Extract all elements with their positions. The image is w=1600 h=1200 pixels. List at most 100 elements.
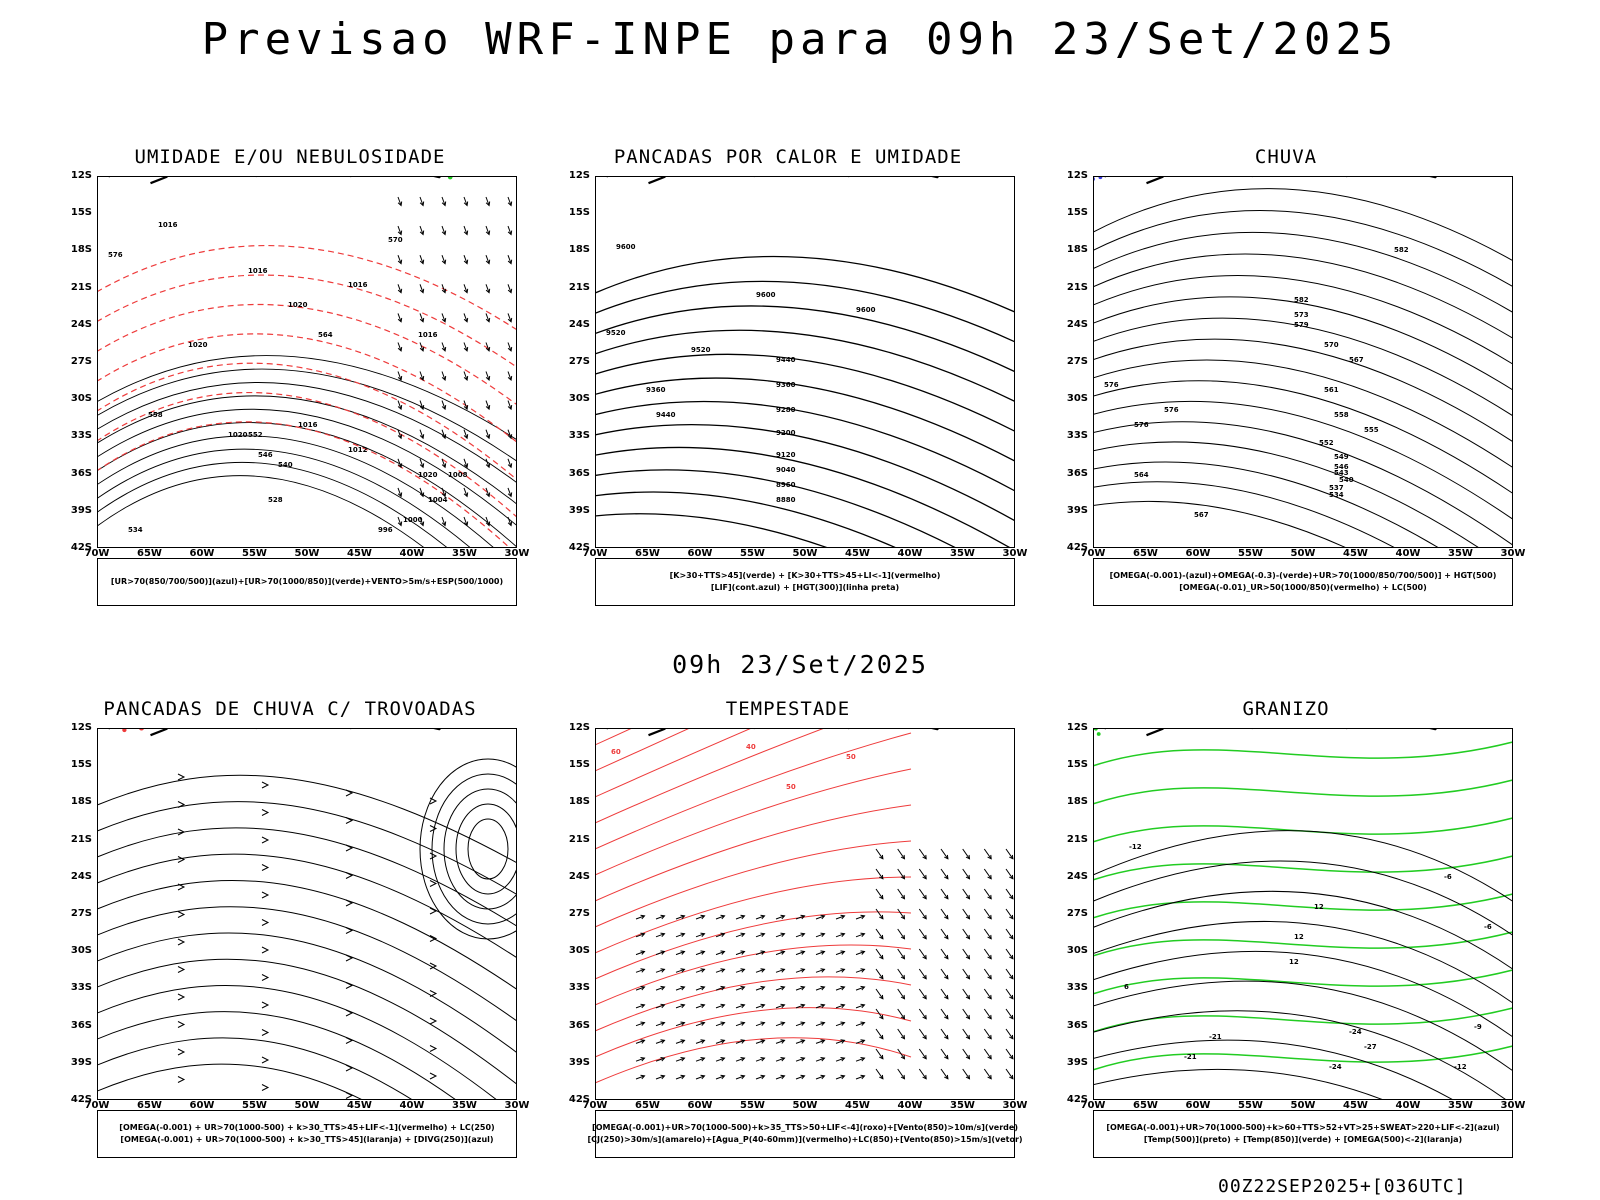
contour-label: -12 xyxy=(1129,843,1142,851)
lon-tick-label: 30W xyxy=(504,548,530,559)
lat-tick-label: 42S xyxy=(1066,542,1088,553)
contour-label: 1004 xyxy=(428,496,448,504)
contour-label: -6 xyxy=(1484,923,1492,931)
lat-tick-label: 12S xyxy=(1066,170,1088,181)
contour-label: -21 xyxy=(1209,1033,1222,1041)
lon-tick-label: 40W xyxy=(399,1100,425,1111)
lat-tick-label: 27S xyxy=(1066,356,1088,367)
contour-label: 576 xyxy=(1104,381,1119,389)
contour-label: 1016 xyxy=(298,421,318,429)
lat-tick-label: 15S xyxy=(70,759,92,771)
lon-tick-label: 30W xyxy=(1002,1100,1028,1111)
lon-tick-label: 30W xyxy=(1002,548,1028,559)
lat-tick-label: 24S xyxy=(70,318,92,330)
contour-label: 9040 xyxy=(776,466,796,474)
lon-tick-label: 35W xyxy=(950,548,975,559)
legend-line: [OMEGA(-0.01)_UR>50(1000/850)(vermelho) … xyxy=(1179,583,1427,592)
lat-tick-label: 30S xyxy=(568,945,590,957)
weather-map xyxy=(98,729,516,1099)
lon-tick-label: 30W xyxy=(1500,548,1526,559)
legend-box: [OMEGA(-0.001) + UR>70(1000-500) + k>30_… xyxy=(97,1110,517,1158)
lat-tick-label: 36S xyxy=(568,1019,590,1031)
lat-tick-label: 21S xyxy=(70,281,92,293)
lat-tick-label: 15S xyxy=(568,207,590,219)
contour-label: 9280 xyxy=(776,406,796,414)
lat-tick-label: 24S xyxy=(568,318,590,330)
contour-label: 9360 xyxy=(646,386,666,394)
contour-label: 1012 xyxy=(348,446,368,454)
contour-label: 564 xyxy=(1134,471,1149,479)
lat-tick-label: 15S xyxy=(70,207,92,219)
legend-line: [LIF](cont.azul) + [HGT(300)](linha pret… xyxy=(710,583,900,592)
legend-line: [OMEGA(-0.001) + UR>70(1000-500) + k>30_… xyxy=(119,1123,495,1132)
lat-tick-label: 33S xyxy=(568,982,590,994)
lon-tick-label: 35W xyxy=(950,1100,975,1111)
contour-label: 1020 xyxy=(288,301,308,309)
contour-label: 534 xyxy=(1329,491,1344,499)
panel-pancadas-trovoadas: PANCADAS DE CHUVA C/ TROVOADAS 12S 15S 18S 2… xyxy=(50,698,530,1178)
lat-tick-label: 39S xyxy=(70,1056,92,1068)
lat-tick-label: 12S xyxy=(70,722,92,733)
lat-tick-label: 42S xyxy=(70,1094,92,1105)
lon-tick-label: 30W xyxy=(504,1100,530,1111)
lon-tick-label: 40W xyxy=(1395,1100,1421,1111)
contour-label: 1020 xyxy=(188,341,208,349)
contour-label: 6 xyxy=(1124,983,1129,991)
lat-tick-label: 12S xyxy=(70,170,92,181)
legend-box: [UR>70(850/700/500)](azul)+[UR>70(1000/8… xyxy=(97,558,517,606)
lat-tick-label: 39S xyxy=(70,504,92,516)
lat-tick-label: 36S xyxy=(568,467,590,479)
lat-tick-label: 12S xyxy=(568,722,590,733)
contour-label: 9200 xyxy=(776,429,796,437)
lat-tick-label: 21S xyxy=(70,833,92,845)
lat-tick-label: 27S xyxy=(70,908,92,919)
lon-tick-label: 45W xyxy=(845,1100,870,1111)
contour-label: 40 xyxy=(746,743,756,751)
weather-map: 5825825765765735705675615585555525495465… xyxy=(1094,177,1512,547)
contour-label: 573 xyxy=(1294,311,1309,319)
lon-tick-label: 50W xyxy=(1290,548,1316,559)
lat-tick-label: 18S xyxy=(568,796,590,808)
contour-label: 579 xyxy=(1294,321,1309,329)
legend-box: [OMEGA(-0.001)+UR>70(1000-500)+k>60+TTS>… xyxy=(1093,1110,1513,1158)
lat-tick-label: 18S xyxy=(70,796,92,808)
lon-tick-label: 70W xyxy=(1080,548,1106,559)
lat-tick-label: 24S xyxy=(1066,870,1088,882)
lon-tick-label: 70W xyxy=(582,548,608,559)
lon-tick-label: 65W xyxy=(1133,548,1158,559)
contour-label: 8880 xyxy=(776,496,796,504)
contour-label: 9440 xyxy=(776,356,796,364)
panel-umidade: UMIDADE E/OU NEBULOSIDADE 1016 1016 1020 101… xyxy=(50,146,530,626)
contour-label: 9600 xyxy=(756,291,776,299)
contour-label: 540 xyxy=(1339,476,1354,484)
legend-line: [OMEGA(-0.001) + UR>70(1000-500) + k>30_… xyxy=(120,1135,494,1144)
legend-box: [OMEGA(-0.001)+UR>70(1000-500)+k>35_TTS>… xyxy=(587,1110,1023,1158)
lon-tick-label: 35W xyxy=(1448,1100,1473,1111)
lat-tick-label: 33S xyxy=(70,430,92,442)
contour-label: 555 xyxy=(1364,426,1379,434)
lat-tick-label: 30S xyxy=(70,393,92,405)
lat-tick-label: 24S xyxy=(70,870,92,882)
legend-line: [UR>70(850/700/500)](azul)+[UR>70(1000/8… xyxy=(110,577,504,586)
lon-tick-label: 50W xyxy=(294,548,320,559)
lat-tick-label: 15S xyxy=(1066,759,1088,771)
lat-tick-label: 18S xyxy=(70,244,92,256)
contour-label: 582 xyxy=(1294,296,1309,304)
lon-tick-label: 60W xyxy=(1185,548,1211,559)
lat-tick-label: 33S xyxy=(70,982,92,994)
lat-tick-label: 36S xyxy=(1066,1019,1088,1031)
lat-tick-label: 24S xyxy=(1066,318,1088,330)
lon-tick-label: 45W xyxy=(347,1100,372,1111)
contour-label: -12 xyxy=(1454,1063,1467,1071)
lat-tick-label: 24S xyxy=(568,870,590,882)
contour-label: 570 xyxy=(1324,341,1339,349)
lat-tick-label: 21S xyxy=(568,281,590,293)
lat-tick-label: 36S xyxy=(70,1019,92,1031)
lon-tick-label: 55W xyxy=(740,1100,765,1111)
lon-tick-label: 70W xyxy=(84,548,110,559)
lon-tick-label: 70W xyxy=(582,1100,608,1111)
contour-label: 546 xyxy=(258,451,273,459)
lat-tick-label: 39S xyxy=(1066,1056,1088,1068)
lon-tick-label: 65W xyxy=(1133,1100,1158,1111)
